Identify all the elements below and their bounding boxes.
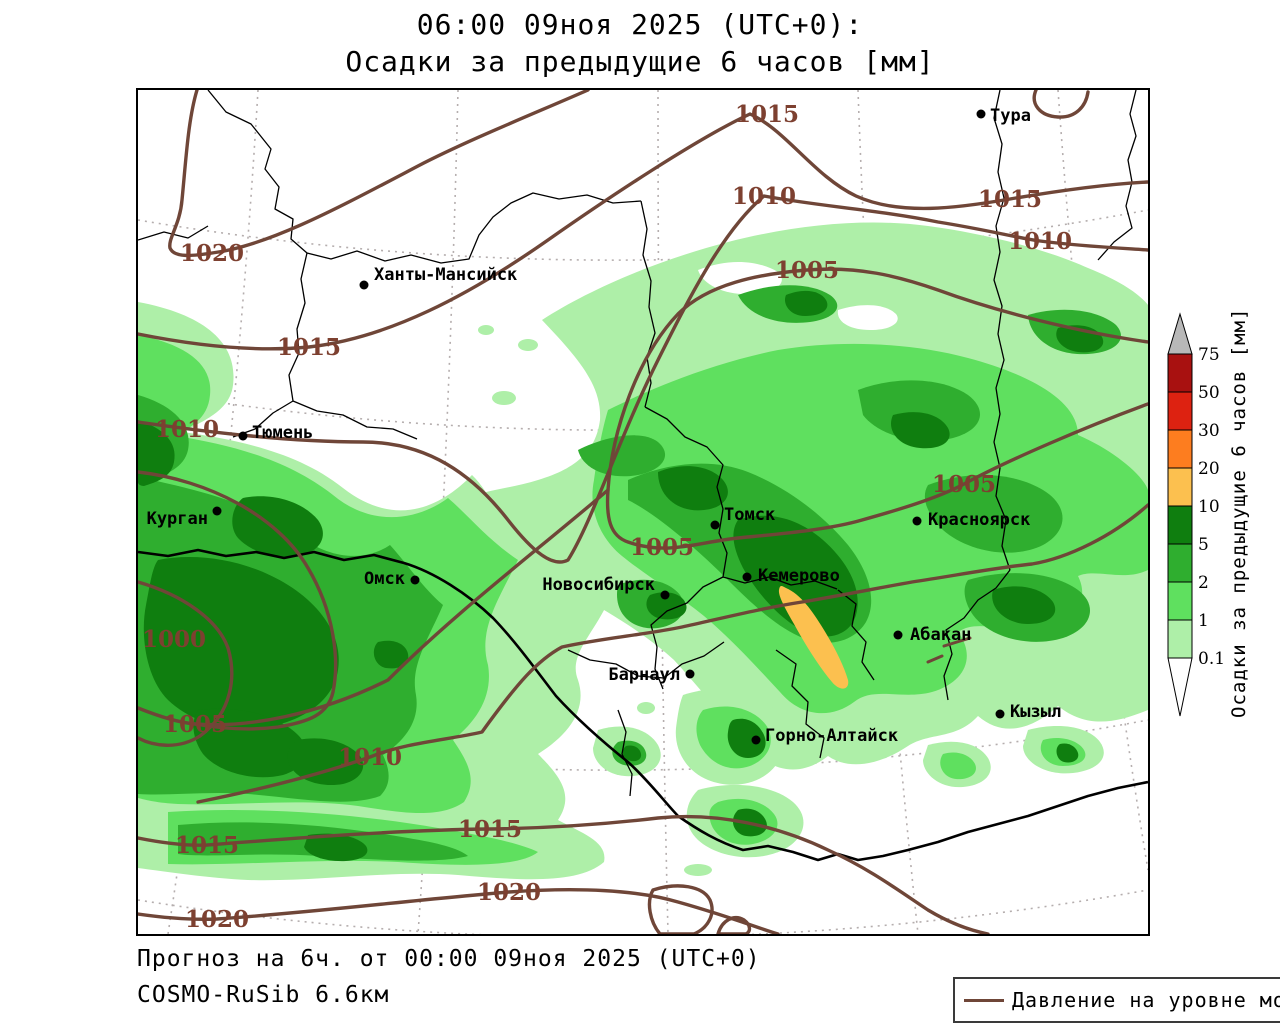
- isobar-label: 1015: [175, 832, 239, 859]
- city-dot-Кемерово: [742, 572, 752, 582]
- city-label: Кемерово: [758, 566, 840, 586]
- legend-block: [1167, 429, 1193, 469]
- legend-color-blocks: [1167, 353, 1193, 659]
- isobar-label: 1005: [775, 257, 839, 284]
- city-dot-Ханты-Мансийск: [359, 280, 369, 290]
- city-dot-Тура: [976, 109, 986, 119]
- legend-block: [1167, 581, 1193, 621]
- isobar-label: 1005: [932, 471, 996, 498]
- city-markers: Тура Ханты-Мансийск Тюмень Курган Омск Томск Н…: [147, 106, 1062, 746]
- city-label: Ханты-Мансийск: [374, 265, 517, 285]
- page-title: 06:00 09ноя 2025 (UTC+0): Осадки за пред…: [0, 6, 1280, 80]
- isobar-label: 1015: [735, 101, 799, 128]
- isobar-label: 1005: [630, 534, 694, 561]
- isobar-labels: 1020 1015 1010 1000 1005 1015 1015 1010 1020 1020…: [142, 101, 1072, 933]
- legend-tick: 30: [1198, 421, 1220, 441]
- city-label: Омск: [364, 569, 405, 589]
- city-label: Тура: [990, 106, 1031, 126]
- legend-block: [1167, 619, 1193, 659]
- precip-amber-layer: [778, 586, 849, 689]
- pressure-line-icon: [964, 998, 1004, 1002]
- legend-tick: 75: [1198, 345, 1220, 365]
- legend-arrow-top: [1167, 312, 1193, 355]
- city-label: Барнаул: [608, 665, 680, 685]
- city-dot-Томск: [710, 520, 720, 530]
- region-borders: [138, 90, 1137, 797]
- legend-block: [1167, 353, 1193, 393]
- city-label: Новосибирск: [542, 575, 655, 595]
- state-border: [138, 548, 1148, 862]
- city-dot-Курган: [212, 506, 222, 516]
- pressure-legend-label: Давление на уровне моря: [1012, 988, 1280, 1012]
- title-line-1: 06:00 09ноя 2025 (UTC+0):: [416, 8, 864, 41]
- city-dot-Барнаул: [685, 669, 695, 679]
- isobar-label: 1000: [142, 626, 206, 653]
- pressure-legend-box: Давление на уровне моря: [953, 977, 1280, 1023]
- city-dot-Тюмень: [238, 431, 248, 441]
- title-line-2: Осадки за предыдущие 6 часов [мм]: [345, 45, 935, 78]
- legend-svg: 75 50 30 20 10 5 2 1 0.1: [1167, 312, 1225, 717]
- isobar-label: 1020: [180, 240, 244, 267]
- isobar-label: 1010: [1008, 228, 1072, 255]
- isobar-label: 1010: [155, 416, 219, 443]
- legend-tick: 20: [1198, 459, 1220, 479]
- map-svg: 1020 1015 1010 1000 1005 1015 1015 1010 1020 1020…: [138, 90, 1148, 934]
- city-dot-Омск: [410, 575, 420, 585]
- isobar-label: 1020: [185, 906, 249, 933]
- model-info: COSMO-RuSib 6.6км: [137, 982, 390, 1008]
- city-label: Красноярск: [928, 510, 1030, 530]
- isobar-label: 1010: [732, 183, 796, 210]
- isobar-label: 1010: [338, 744, 402, 771]
- legend-tick: 2: [1198, 573, 1209, 593]
- forecast-info: Прогноз на 6ч. от 00:00 09ноя 2025 (UTC+…: [137, 946, 761, 972]
- legend-tick-labels: 75 50 30 20 10 5 2 1 0.1: [1198, 345, 1225, 669]
- map-canvas: 1020 1015 1010 1000 1005 1015 1015 1010 1020 1020…: [136, 88, 1150, 936]
- legend-block: [1167, 543, 1193, 583]
- precipitation-legend: 75 50 30 20 10 5 2 1 0.1: [1158, 310, 1278, 730]
- isobar-label: 1015: [978, 186, 1042, 213]
- legend-tick: 10: [1198, 497, 1220, 517]
- city-label: Кызыл: [1010, 702, 1061, 722]
- legend-arrow-bottom: [1167, 657, 1193, 717]
- city-label: Тюмень: [252, 423, 313, 443]
- city-dot-Кызыл: [995, 709, 1005, 719]
- city-dot-Красноярск: [912, 516, 922, 526]
- legend-tick: 0.1: [1198, 649, 1225, 669]
- precip-dark-layer: [138, 290, 1104, 862]
- legend-block: [1167, 467, 1193, 507]
- city-label: Абакан: [910, 625, 971, 645]
- city-dot-Горно-Алтайск: [751, 735, 761, 745]
- isobar-label: 1015: [277, 334, 341, 361]
- city-label: Курган: [147, 509, 208, 529]
- city-label: Горно-Алтайск: [765, 726, 898, 746]
- isobar-label: 1015: [458, 816, 522, 843]
- legend-title: Осадки за предыдущие 6 часов [мм]: [1228, 307, 1250, 719]
- legend-tick: 5: [1198, 535, 1209, 555]
- legend-tick: 50: [1198, 383, 1220, 403]
- isobar-label: 1005: [163, 711, 227, 738]
- city-dot-Новосибирск: [660, 590, 670, 600]
- legend-block: [1167, 505, 1193, 545]
- legend-block: [1167, 391, 1193, 431]
- isobars: [138, 90, 1148, 934]
- city-label: Томск: [724, 505, 775, 525]
- isobar-label: 1020: [477, 879, 541, 906]
- city-dot-Абакан: [893, 630, 903, 640]
- legend-tick: 1: [1198, 611, 1209, 631]
